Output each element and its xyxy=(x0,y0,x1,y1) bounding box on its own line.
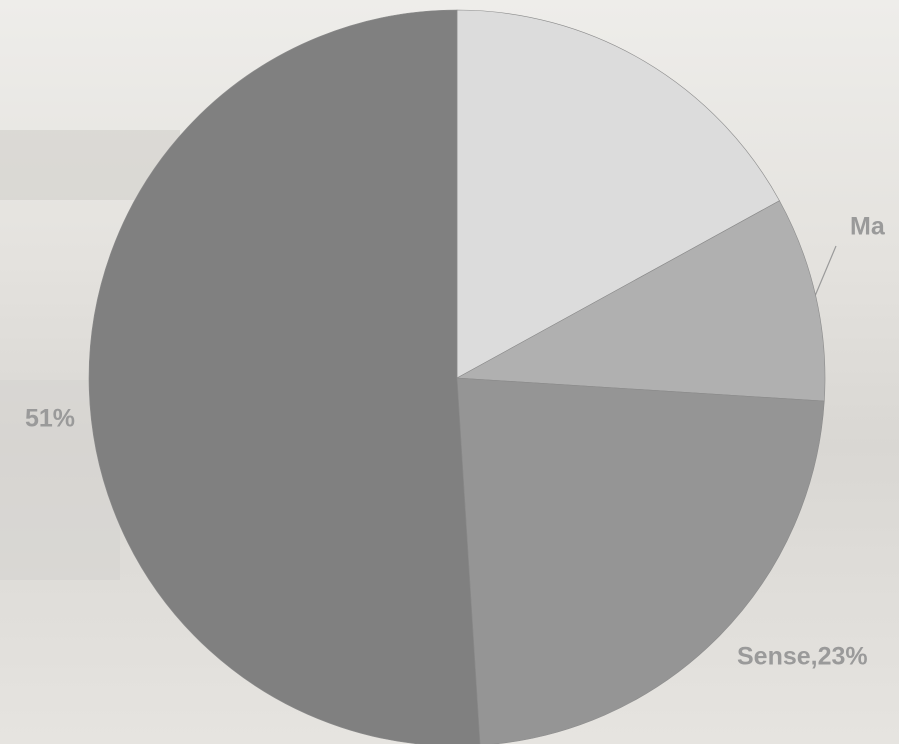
data-label: 51% xyxy=(25,405,75,433)
data-label: Ma xyxy=(850,213,886,241)
pie-slice xyxy=(456,9,780,379)
pie-slice xyxy=(88,9,481,744)
pie-slice xyxy=(455,200,826,402)
data-label: Sense,23% xyxy=(737,643,868,671)
pie-slice xyxy=(456,377,825,744)
leader-line xyxy=(814,245,837,297)
